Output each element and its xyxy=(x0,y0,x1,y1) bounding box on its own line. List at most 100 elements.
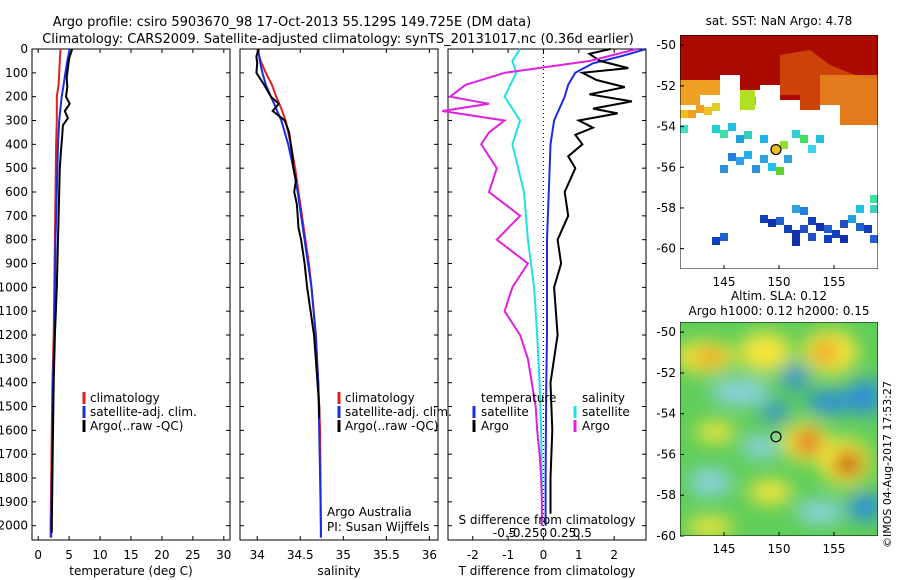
map-x-tick-label: 155 xyxy=(823,275,846,289)
sst-cell xyxy=(800,207,808,215)
sst-cell xyxy=(780,141,788,149)
sst-cell xyxy=(752,165,760,173)
map-x-tick-label: 150 xyxy=(768,542,791,556)
sst-cell xyxy=(712,237,720,245)
map-y-tick-label: -54 xyxy=(656,407,676,421)
x-tick-label: 34.5 xyxy=(287,548,314,562)
legend-label-t-argo: Argo xyxy=(481,419,509,433)
x-tick-label: -2 xyxy=(467,548,479,562)
sst-cell xyxy=(768,219,776,227)
sst-cell xyxy=(792,238,800,246)
x-tick-label: 35.5 xyxy=(373,548,400,562)
s-tick-label: -0.25 xyxy=(508,526,539,540)
x-tick-label: 5 xyxy=(65,548,73,562)
sst-cell xyxy=(816,135,824,143)
map-y-tick-label: -56 xyxy=(656,447,676,461)
map-y-tick-label: -56 xyxy=(656,160,676,174)
sst-cell xyxy=(776,167,784,175)
sst-cell xyxy=(870,205,878,213)
series-line-satellite-adj-clim xyxy=(257,48,322,538)
y-tick-label: 1000 xyxy=(0,280,28,294)
sst-map-title: sat. SST: NaN Argo: 4.78 xyxy=(706,14,853,28)
sst-cell xyxy=(728,153,736,161)
y-tick-label: 800 xyxy=(5,233,28,247)
sla-map-axes: 145 150 155 -50 -52 -54 -56 -58 -60 xyxy=(656,325,845,556)
sst-cell xyxy=(784,225,792,233)
x-tick-label: 30 xyxy=(216,548,231,562)
sla-blob xyxy=(742,435,778,459)
sla-map-title: Altim. SLA: 0.12 xyxy=(731,289,827,303)
x-tick-label: 0 xyxy=(34,548,42,562)
y-tick-label: 1500 xyxy=(0,400,28,414)
map-x-tick-label: 155 xyxy=(823,542,846,556)
imos-credit: ©IMOS 04-Aug-2017 17:53:27 xyxy=(881,381,894,548)
sst-cell xyxy=(760,155,768,163)
sst-cell xyxy=(824,235,832,243)
sst-cell xyxy=(728,123,736,131)
series-line-argo-raw-qc xyxy=(255,48,321,419)
x-tick-label: 35 xyxy=(336,548,351,562)
legend-label-climatology: climatology xyxy=(345,391,415,405)
x-tick-label: 36 xyxy=(422,548,437,562)
s-tick-label: -0.5 xyxy=(493,526,516,540)
y-tick-label: 1300 xyxy=(0,352,28,366)
y-tick-label: 600 xyxy=(5,185,28,199)
sst-cell xyxy=(744,151,752,159)
sst-cell xyxy=(870,195,878,203)
title-line-1: Argo profile: csiro 5903670_98 17-Oct-20… xyxy=(53,15,531,30)
s-tick-label: 0.5 xyxy=(573,526,592,540)
sst-cell xyxy=(680,125,688,133)
difference-legend: temperature salinity satellite Argo sate… xyxy=(472,391,630,433)
temperature-panel xyxy=(31,48,231,541)
sst-cell xyxy=(792,230,800,238)
sst-cell xyxy=(816,223,824,231)
sst-cell xyxy=(776,217,784,225)
map-y-tick-label: -60 xyxy=(656,529,676,543)
sst-cell xyxy=(800,135,808,143)
y-tick-label: 1600 xyxy=(0,423,28,437)
salinity-panel xyxy=(239,48,439,541)
s-tick-label: 0 xyxy=(540,526,548,540)
sst-lime-patch xyxy=(740,90,755,110)
sst-cell xyxy=(832,230,840,238)
y-tick-label: 1100 xyxy=(0,304,28,318)
sla-blob xyxy=(739,332,791,372)
y-tick-label: 200 xyxy=(5,90,28,104)
sst-cell xyxy=(704,107,712,115)
map-x-tick-label: 150 xyxy=(768,275,791,289)
sst-yellow-patch xyxy=(680,80,720,105)
legend-label-argo: Argo(..raw -QC) xyxy=(90,419,183,433)
sla-blob xyxy=(796,500,844,524)
legend-label-argo: Argo(..raw -QC) xyxy=(345,419,438,433)
sst-cell xyxy=(792,205,800,213)
sst-cell xyxy=(736,135,744,143)
sla-blob xyxy=(834,452,862,476)
sla-blob xyxy=(796,430,820,454)
map-y-tick-label: -58 xyxy=(656,488,676,502)
sst-cell xyxy=(856,223,864,231)
y-tick-label: 1900 xyxy=(0,495,28,509)
legend-label-satellite: satellite-adj. clim. xyxy=(90,405,197,419)
series-line-s-argo xyxy=(442,48,638,526)
sla-blob xyxy=(761,402,789,422)
y-tick-label: 0 xyxy=(20,42,28,56)
sst-cell xyxy=(712,103,720,111)
temperature-legend: climatology satellite-adj. clim. Argo(..… xyxy=(82,391,197,433)
y-tick-label: 2000 xyxy=(0,519,28,533)
y-tick-label: 100 xyxy=(5,66,28,80)
s-tick-label: 0.25 xyxy=(550,526,577,540)
y-tick-label: 700 xyxy=(5,209,28,223)
sla-map-subtitle: Argo h1000: 0.12 h2000: 0.15 xyxy=(689,304,870,318)
sla-blob xyxy=(847,379,878,415)
sst-cell xyxy=(760,215,768,223)
sst-cell xyxy=(800,225,808,233)
sst-cell xyxy=(824,225,832,233)
sst-cell xyxy=(870,235,878,243)
map-x-tick-label: 145 xyxy=(713,275,736,289)
legend-header-temperature: temperature xyxy=(481,391,556,405)
sla-field xyxy=(680,330,878,536)
sst-cell xyxy=(688,110,696,118)
sst-cell xyxy=(720,233,728,241)
sla-blob xyxy=(748,480,792,504)
